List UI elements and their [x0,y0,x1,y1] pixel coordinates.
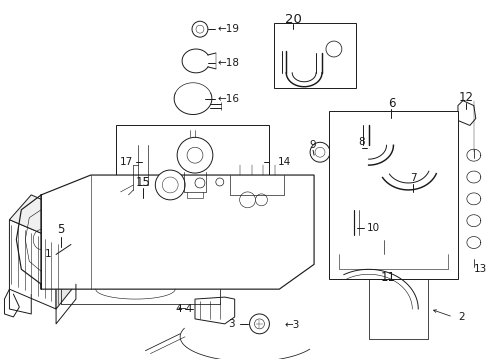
Text: ←4: ←4 [177,304,193,314]
Polygon shape [56,215,76,309]
Text: 20: 20 [284,13,301,26]
Circle shape [192,21,207,37]
Bar [328,111,457,279]
Polygon shape [9,195,76,239]
Text: 5: 5 [57,223,64,236]
Circle shape [309,142,329,162]
Text: 8: 8 [358,137,364,147]
Bar [274,23,355,88]
Text: 17: 17 [120,157,133,167]
Circle shape [239,192,255,208]
Text: 15: 15 [136,176,150,189]
Circle shape [426,156,449,180]
Polygon shape [41,175,313,289]
Text: 13: 13 [473,264,487,274]
Circle shape [314,147,325,157]
Circle shape [254,319,264,329]
Polygon shape [457,100,475,125]
Polygon shape [195,297,234,324]
Text: 10: 10 [366,222,379,233]
Circle shape [187,147,203,163]
Text: 11: 11 [380,271,395,284]
Circle shape [195,178,204,188]
Text: ←3: ←3 [284,320,299,330]
Text: ←16: ←16 [217,94,239,104]
Circle shape [359,117,371,129]
Text: 9: 9 [309,140,316,150]
Circle shape [155,170,184,200]
Text: 14: 14 [277,157,290,167]
Text: ←18: ←18 [217,58,239,68]
Text: 4: 4 [175,304,182,314]
Text: ←19: ←19 [217,24,239,34]
Polygon shape [9,220,56,309]
Text: 2: 2 [457,312,464,322]
Text: 7: 7 [409,173,416,183]
Text: 6: 6 [387,97,394,110]
Circle shape [363,141,377,155]
Circle shape [162,177,178,193]
Circle shape [114,190,122,198]
Bar [115,125,269,200]
Text: 3: 3 [227,319,234,329]
Text: 12: 12 [457,91,472,104]
Circle shape [215,178,224,186]
Circle shape [351,203,361,213]
Circle shape [196,25,203,33]
Circle shape [177,137,212,173]
Circle shape [378,230,387,239]
Circle shape [255,194,267,206]
Circle shape [325,41,341,57]
Circle shape [431,162,443,174]
Text: 1: 1 [44,249,51,260]
Circle shape [249,314,269,334]
